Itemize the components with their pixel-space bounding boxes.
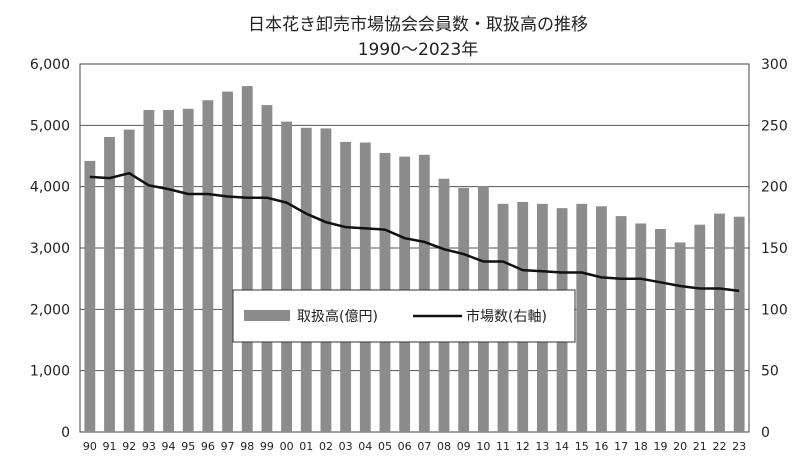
x-tick-label: 94: [162, 440, 176, 453]
bar: [615, 216, 627, 432]
x-tick-label: 92: [122, 440, 136, 453]
right-axis-tick-label: 50: [761, 364, 779, 380]
x-tick-label: 14: [555, 440, 569, 453]
x-tick-label: 91: [103, 440, 117, 453]
chart-title: 日本花き卸売市場協会会員数・取扱高の推移: [248, 15, 588, 35]
bar: [635, 223, 647, 432]
x-tick-label: 02: [319, 440, 333, 453]
left-axis-tick-label: 1,000: [30, 364, 70, 380]
right-axis-tick-label: 0: [761, 425, 770, 441]
x-tick-label: 12: [516, 440, 530, 453]
bar: [143, 110, 155, 432]
right-axis-tick-label: 300: [761, 57, 788, 73]
right-axis-tick-label: 200: [761, 180, 788, 196]
right-axis-tick-label: 100: [761, 302, 788, 318]
x-tick-label: 08: [437, 440, 451, 453]
bar: [163, 110, 174, 432]
left-axis-tick-label: 2,000: [30, 302, 70, 318]
bar: [655, 228, 666, 432]
x-tick-label: 97: [221, 440, 235, 453]
x-tick-label: 19: [653, 440, 667, 453]
x-tick-label: 07: [417, 440, 431, 453]
x-tick-label: 01: [299, 440, 313, 453]
legend: 取扱高(億円) 市場数(右軸): [232, 289, 576, 343]
bar: [182, 108, 194, 433]
bar: [340, 141, 352, 433]
x-tick-label: 95: [181, 440, 195, 453]
bar: [202, 100, 214, 432]
bar: [84, 160, 96, 432]
x-tick-label: 98: [240, 440, 254, 453]
bar: [281, 121, 293, 433]
bar: [359, 142, 371, 433]
legend-line-label: 市場数(右軸): [466, 308, 547, 325]
bar: [576, 203, 588, 432]
x-tick-label: 17: [614, 440, 628, 453]
bar: [261, 105, 273, 433]
left-axis-tick-label: 5,000: [30, 118, 70, 134]
bar: [222, 91, 233, 432]
x-tick-label: 22: [712, 440, 726, 453]
x-tick-label: 16: [594, 440, 608, 453]
bar: [241, 86, 253, 432]
bar: [674, 242, 686, 432]
legend-bar-label: 取扱高(億円): [297, 308, 378, 325]
x-tick-label: 99: [260, 440, 274, 453]
bar: [596, 206, 607, 432]
right-axis: 0 50 100 150 200 250 300: [761, 57, 788, 441]
left-axis-tick-label: 6,000: [30, 57, 70, 73]
market-count-line: [89, 171, 740, 293]
x-tick-label: 10: [476, 440, 490, 453]
x-tick-label: 93: [142, 440, 156, 453]
x-tick-label: 15: [575, 440, 589, 453]
x-axis: 90 91 92 93 94 95 96 97 98 99 00 01 02 03 04 05 06 07 08 09…: [83, 440, 746, 453]
bar: [733, 216, 745, 432]
x-tick-label: 96: [201, 440, 215, 453]
line-series: [89, 171, 740, 293]
legend-bar-swatch: [244, 310, 290, 321]
x-tick-label: 03: [339, 440, 353, 453]
left-axis-tick-label: 3,000: [30, 241, 70, 257]
left-axis-tick-label: 0: [61, 425, 70, 441]
left-axis-tick-label: 4,000: [30, 180, 70, 196]
x-tick-label: 05: [378, 440, 392, 453]
x-tick-label: 06: [398, 440, 412, 453]
bar: [300, 127, 312, 432]
x-tick-label: 23: [732, 440, 746, 453]
x-tick-label: 00: [280, 440, 294, 453]
x-tick-label: 04: [358, 440, 372, 453]
right-axis-tick-label: 150: [761, 241, 788, 257]
x-tick-label: 18: [634, 440, 648, 453]
x-tick-label: 13: [535, 440, 549, 453]
chart-subtitle: 1990～2023年: [358, 40, 479, 60]
x-tick-label: 09: [457, 440, 471, 453]
right-axis-tick-label: 250: [761, 118, 788, 134]
bar: [320, 128, 332, 432]
bar: [694, 224, 706, 432]
bar: [123, 129, 135, 433]
x-tick-label: 90: [83, 440, 97, 453]
left-axis: 0 1,000 2,000 3,000 4,000 5,000 6,000: [30, 57, 70, 441]
x-tick-label: 20: [673, 440, 687, 453]
x-tick-label: 21: [693, 440, 707, 453]
bar: [714, 213, 725, 432]
x-tick-label: 11: [496, 440, 510, 453]
bar: [104, 136, 115, 432]
